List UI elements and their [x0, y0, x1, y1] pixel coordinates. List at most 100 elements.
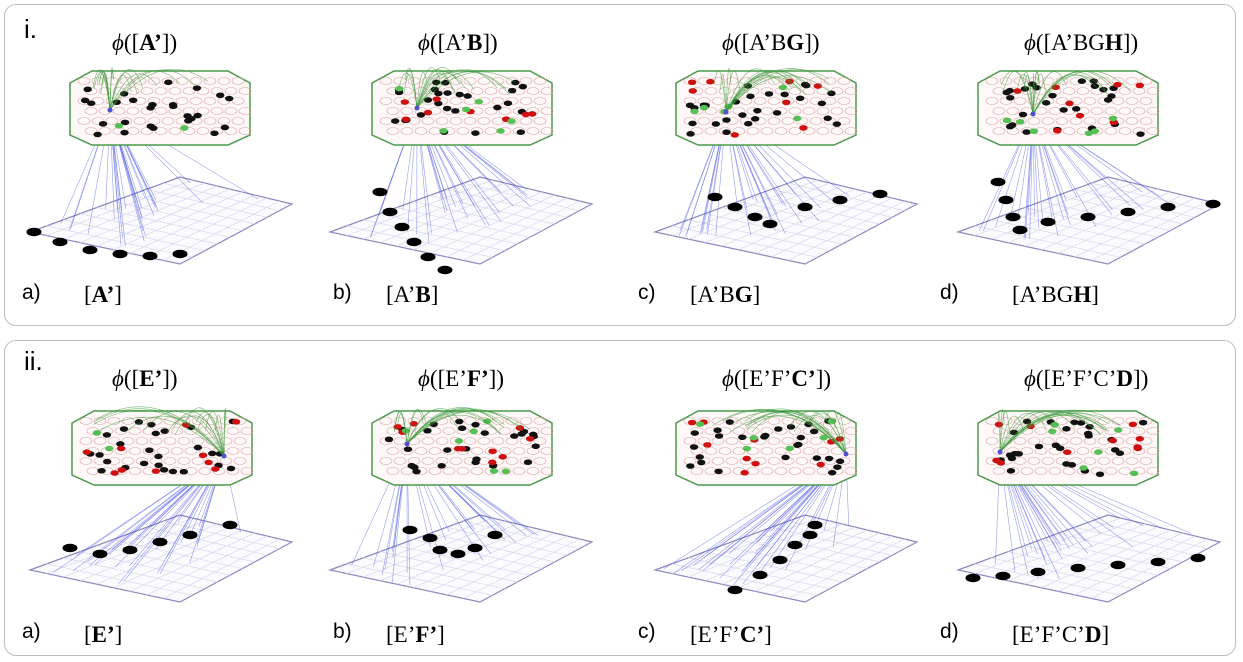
sequence-label: [A’BG]: [690, 282, 760, 308]
cell-node: [384, 436, 394, 443]
cell-node: [193, 112, 202, 119]
cell-ring: [1146, 107, 1160, 115]
cell-node: [706, 78, 715, 85]
cell-ring: [135, 437, 149, 445]
cell-ring: [1062, 127, 1076, 135]
cell-ring: [79, 417, 93, 425]
cell-ring: [1146, 447, 1160, 455]
seq-close: ]: [1101, 622, 1110, 647]
cell-ring: [189, 97, 203, 105]
cell-ring: [1041, 437, 1055, 445]
phi-open: ([: [1035, 30, 1052, 55]
cell-ring: [1034, 427, 1048, 435]
grid-line: [96, 526, 230, 585]
recurrent-arc: [1032, 71, 1067, 115]
network-figure: [327, 407, 594, 603]
cell-ring: [233, 457, 247, 465]
grid-line: [79, 185, 218, 243]
cell-node: [120, 119, 130, 126]
recurrent-arc: [1032, 70, 1131, 115]
seq-open: [: [84, 622, 92, 647]
cell-node: [1018, 111, 1028, 118]
cell-ring: [1083, 117, 1097, 125]
grid-line: [113, 539, 243, 570]
cell-ring: [161, 97, 175, 105]
cell-ring: [393, 457, 407, 465]
cell-node: [160, 428, 169, 434]
cell-node: [192, 85, 202, 91]
input-node: [965, 573, 981, 583]
cell-node: [1063, 449, 1072, 456]
seq-bold: C’: [739, 622, 765, 647]
cell-node: [119, 426, 129, 432]
grid-line: [463, 520, 580, 550]
recurrent-arc: [751, 410, 847, 455]
input-node: [92, 549, 108, 559]
cell-ring: [484, 87, 498, 95]
cell-ring: [1111, 457, 1125, 465]
cell-ring: [1146, 467, 1160, 475]
cell-node: [432, 96, 441, 102]
input-node: [787, 540, 803, 550]
cell-ring: [697, 117, 711, 125]
cell-ring: [170, 447, 184, 455]
cell-ring: [1041, 457, 1055, 465]
cell-ring: [210, 107, 224, 115]
recurrent-arc: [725, 74, 793, 113]
cell-node: [1103, 97, 1113, 103]
cell-ring: [491, 437, 505, 445]
cell-node: [827, 438, 836, 445]
cell-ring: [704, 107, 718, 115]
cell-ring: [540, 127, 554, 135]
cell-node: [92, 430, 102, 436]
network-figure: [652, 408, 919, 603]
seq-close: ]: [114, 622, 123, 647]
recurrent-arc: [725, 68, 830, 113]
grid-line: [63, 557, 205, 590]
cell-node: [437, 463, 446, 469]
cell-node: [471, 421, 480, 428]
cell-node: [102, 432, 112, 438]
cell-node: [690, 430, 699, 436]
grid-line: [1041, 191, 1171, 251]
hexagonal-network-icon: [371, 70, 553, 146]
cell-node: [1007, 455, 1017, 462]
grid-line: [46, 225, 193, 258]
seq-close: ]: [1091, 282, 1099, 307]
sequence-label: [E’F’]: [386, 622, 445, 648]
recurrent-arc: [1032, 71, 1040, 115]
cell-node: [1095, 471, 1105, 478]
cell-node: [1062, 426, 1071, 432]
cell-node: [488, 448, 497, 455]
subfigure-label: b): [333, 620, 352, 643]
cell-ring: [470, 447, 484, 455]
recurrent-arc: [1016, 73, 1034, 115]
grid-line: [379, 213, 518, 245]
cell-node: [1055, 445, 1065, 452]
cell-node: [521, 111, 531, 118]
input-node: [487, 530, 503, 540]
cell-ring: [231, 97, 245, 105]
cell-ring: [491, 77, 505, 85]
cell-node: [823, 115, 832, 122]
cell-node: [527, 111, 537, 117]
cell-ring: [823, 77, 837, 85]
cell-node: [1053, 127, 1062, 134]
seq-bold: A’: [91, 282, 115, 307]
cell-ring: [121, 457, 135, 465]
grid-line: [463, 538, 580, 599]
cell-ring: [98, 127, 112, 135]
cell-ring: [184, 447, 198, 455]
cell-ring: [540, 107, 554, 115]
cell-ring: [456, 467, 470, 475]
cell-ring: [746, 427, 760, 435]
cell-ring: [802, 467, 816, 475]
cell-ring: [105, 117, 119, 125]
cell-ring: [788, 107, 802, 115]
recurrent-arc: [109, 69, 144, 111]
cell-ring: [1013, 97, 1027, 105]
seq-plain: A’: [393, 282, 416, 307]
phi-open: ([: [733, 30, 750, 55]
cell-node: [149, 125, 158, 131]
cell-ring: [1069, 117, 1083, 125]
